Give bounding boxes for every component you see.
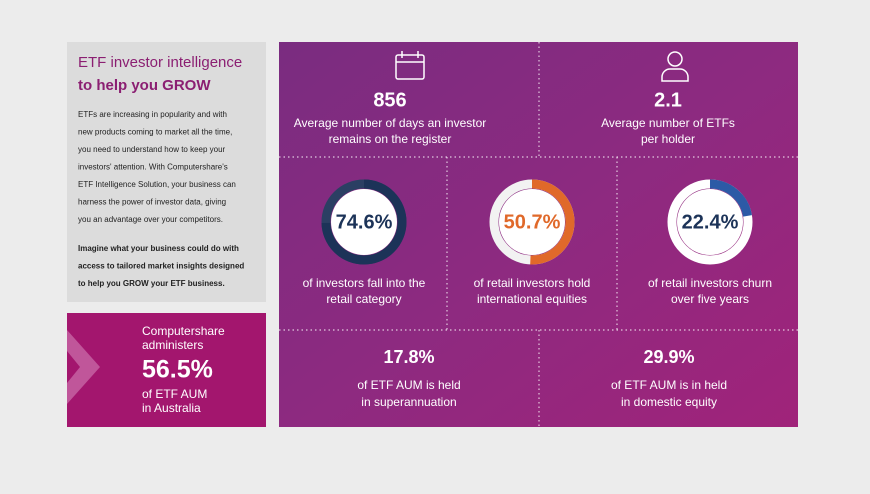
stat-caption: of ETF AUM is held bbox=[357, 378, 460, 392]
stat-figure: 2.1 bbox=[654, 89, 682, 111]
callout-text: of ETF AUM bbox=[142, 387, 207, 401]
stat-figure: 856 bbox=[373, 89, 406, 111]
stat-caption: Average number of days an investor bbox=[294, 116, 487, 130]
callout-text: administers bbox=[142, 338, 203, 352]
person-icon bbox=[661, 51, 689, 82]
intro-text: to help you GROW your ETF business. bbox=[78, 279, 225, 288]
donut-caption: international equities bbox=[477, 292, 587, 306]
callout-text: Computershare bbox=[142, 324, 225, 338]
intro-text: you need to understand how to keep your bbox=[78, 145, 226, 154]
intro-text: Imagine what your business could do with bbox=[78, 244, 239, 253]
intro-text: ETFs are increasing in popularity and wi… bbox=[78, 110, 227, 119]
callout-text: in Australia bbox=[142, 401, 201, 415]
dividers bbox=[279, 42, 798, 427]
intro-text: new products coming to market all the ti… bbox=[78, 128, 232, 137]
calendar-icon bbox=[395, 51, 425, 80]
stat-caption: in domestic equity bbox=[621, 395, 717, 409]
stat-caption: remains on the register bbox=[329, 132, 452, 146]
donut-center bbox=[677, 189, 743, 255]
donut-arc bbox=[667, 179, 753, 265]
intro-text: ETF Intelligence Solution, your business… bbox=[78, 180, 236, 189]
donut-caption: retail category bbox=[326, 292, 401, 306]
callout-panel bbox=[67, 313, 266, 427]
stat-caption: of ETF AUM is in held bbox=[611, 378, 727, 392]
donut-center bbox=[331, 189, 397, 255]
intro-subtitle: to help you GROW bbox=[78, 77, 211, 94]
intro-text: investors' attention. With Computershare… bbox=[78, 163, 228, 172]
intro-text: you an advantage over your competitors. bbox=[78, 215, 223, 224]
stat-caption: in superannuation bbox=[361, 395, 456, 409]
donut-label: 22.4% bbox=[682, 211, 739, 233]
donut-label: 50.7% bbox=[504, 211, 561, 233]
donut-caption: of investors fall into the bbox=[303, 276, 426, 290]
donut-arc bbox=[321, 179, 407, 265]
donut-label: 74.6% bbox=[336, 211, 393, 233]
intro-title: ETF investor intelligence bbox=[78, 54, 242, 71]
callout-figure: 56.5% bbox=[142, 356, 213, 384]
stat-caption: Average number of ETFs bbox=[601, 116, 735, 130]
chevron bbox=[67, 330, 100, 404]
intro-text: access to tailored market insights desig… bbox=[78, 262, 244, 271]
stat-figure: 29.9% bbox=[643, 347, 694, 367]
intro-text: harness the power of investor data, givi… bbox=[78, 198, 226, 207]
stat-caption: per holder bbox=[641, 132, 695, 146]
donut-arc bbox=[489, 179, 575, 265]
intro-panel bbox=[67, 42, 266, 302]
donut-caption: of retail investors churn bbox=[648, 276, 772, 290]
donut-caption: of retail investors hold bbox=[474, 276, 591, 290]
stat-figure: 17.8% bbox=[383, 347, 434, 367]
donut-center bbox=[499, 189, 565, 255]
donut-caption: over five years bbox=[671, 292, 749, 306]
